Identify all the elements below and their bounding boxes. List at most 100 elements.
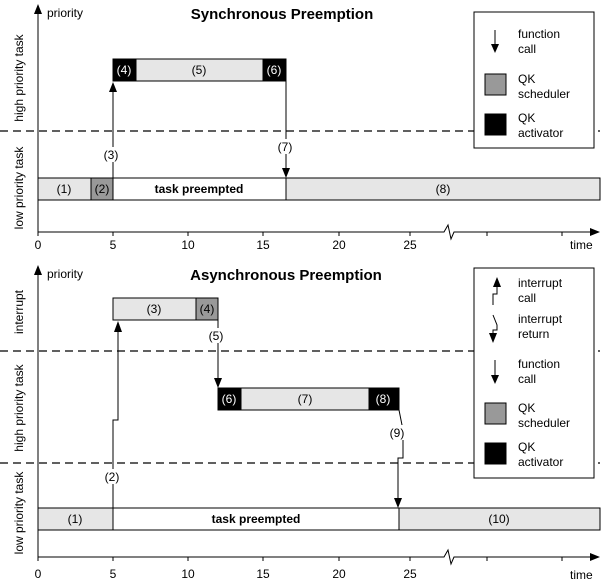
bottom-arrow-2-head [114, 321, 122, 332]
bottom-legend-interrupt-return-line: interrupt [518, 312, 563, 326]
top-x-axis-arrow [590, 228, 600, 236]
bottom-tick-label: 10 [181, 567, 195, 581]
top-legend-function-call-label: function call [518, 27, 560, 56]
bottom-legend-interrupt-return-icon [492, 314, 498, 334]
bottom-box-8-label: (8) [376, 392, 391, 406]
bottom-legend-interrupt-return-label: interrupt return [518, 312, 563, 341]
bottom-legend-activator-line: activator [518, 455, 563, 469]
bottom-box-1-label: (1) [68, 512, 83, 526]
bottom-arrow-2-interrupt-call [112, 330, 119, 508]
bottom-legend-interrupt-return-line: return [518, 327, 549, 341]
bottom-legend-activator-swatch [484, 442, 507, 465]
bottom-tick-label: 0 [35, 567, 42, 581]
synchronous-preemption-diagram: priority time 0 5 10 15 20 25 high prior… [0, 4, 601, 252]
top-step-7-bg [273, 139, 297, 154]
top-x-axis-label: time [570, 238, 593, 252]
top-tick-label: 5 [110, 238, 117, 252]
asynchronous-preemption-diagram: priority time 0 5 10 15 20 25 interrupt … [0, 265, 601, 582]
top-box-6-label: (6) [267, 63, 282, 77]
bottom-arrow-5-head [214, 378, 222, 388]
bottom-tick-label: 5 [110, 567, 117, 581]
top-tick-label: 15 [256, 238, 270, 252]
top-arrow-7-head [282, 168, 290, 178]
bottom-legend-activator-label: QK activator [518, 440, 563, 469]
bottom-tick-label: 20 [332, 567, 346, 581]
bottom-box-10-label: (10) [488, 512, 509, 526]
bottom-step-2-bg [101, 469, 125, 484]
bottom-legend-function-call-line: call [518, 372, 536, 386]
top-step-7-label: (7) [278, 140, 293, 154]
bottom-legend-scheduler-line: QK [518, 401, 535, 415]
bottom-step-9-label: (9) [390, 426, 405, 440]
bottom-box-4-label: (4) [200, 302, 215, 316]
top-legend-scheduler-line: QK [518, 72, 535, 86]
bottom-arrow-9-interrupt-return [397, 409, 404, 500]
bottom-box-4-scheduler [195, 297, 219, 321]
bottom-step-9-bg [385, 425, 409, 440]
top-step-3-bg [101, 147, 125, 162]
top-box-task-preempted-label: task preempted [155, 182, 244, 196]
bottom-y-axis-arrow [34, 265, 42, 275]
bottom-legend-activator-line: QK [518, 440, 535, 454]
bottom-legend-scheduler-line: scheduler [518, 416, 570, 430]
top-tick-label: 0 [35, 238, 42, 252]
top-y-axis-arrow [34, 4, 42, 14]
bottom-legend-function-call-icon-head [491, 375, 499, 384]
top-x-axis-break [440, 223, 458, 241]
bottom-box-8-activator [368, 387, 400, 411]
bottom-box-task-preempted-label: task preempted [212, 512, 301, 526]
bottom-legend-function-call-label: function call [518, 357, 560, 386]
top-box-5-label: (5) [192, 63, 207, 77]
top-y-axis-label: priority [47, 6, 83, 20]
bottom-lane-label-low: low priority task [12, 471, 26, 555]
top-legend-activator-swatch [484, 113, 507, 136]
bottom-step-5-bg [204, 328, 228, 343]
top-box-8-label: (8) [436, 182, 451, 196]
bottom-lane-label-high: high priority task [12, 363, 26, 451]
bottom-arrow-9-head [394, 498, 402, 508]
top-legend-function-call-line: call [518, 42, 536, 56]
top-box-6-activator [262, 58, 287, 82]
bottom-x-axis-label: time [570, 568, 593, 582]
bottom-box-3-label: (3) [147, 302, 162, 316]
top-legend-scheduler-line: scheduler [518, 87, 570, 101]
bottom-legend-interrupt-call-line: call [518, 291, 536, 305]
bottom-ticks [37, 557, 563, 561]
top-legend-scheduler-swatch [484, 73, 507, 96]
top-lane-label-low: low priority task [12, 146, 26, 230]
top-tick-label: 20 [332, 238, 346, 252]
bottom-y-axis-label: priority [47, 267, 83, 281]
bottom-lane-label-interrupt: interrupt [12, 289, 26, 334]
bottom-legend-scheduler-swatch [484, 402, 507, 425]
top-legend-function-call-icon-head [491, 44, 499, 53]
bottom-legend-function-call-line: function [518, 357, 560, 371]
top-ticks [37, 232, 563, 236]
bottom-tick-label: 15 [256, 567, 270, 581]
bottom-title: Asynchronous Preemption [190, 267, 382, 284]
bottom-x-axis-arrow [590, 553, 600, 561]
bottom-legend-scheduler-label: QK scheduler [518, 401, 570, 430]
bottom-x-axis-break [440, 548, 458, 566]
bottom-box-7-label: (7) [298, 392, 313, 406]
top-title: Synchronous Preemption [191, 6, 374, 23]
top-legend-activator-line: QK [518, 111, 535, 125]
bottom-legend-interrupt-call-line: interrupt [518, 276, 563, 290]
top-box-8 [285, 177, 601, 201]
bottom-legend-interrupt-return-icon-head [489, 333, 497, 343]
top-legend-activator-label: QK activator [518, 111, 563, 140]
bottom-legend-interrupt-call-label: interrupt call [518, 276, 563, 305]
bottom-step-5-label: (5) [209, 329, 224, 343]
top-legend-activator-line: activator [518, 126, 563, 140]
top-box-2-label: (2) [95, 182, 110, 196]
top-step-3-label: (3) [104, 148, 119, 162]
bottom-tick-label: 25 [403, 567, 417, 581]
top-legend-function-call-line: function [518, 27, 560, 41]
bottom-step-2-label: (2) [105, 470, 120, 484]
top-arrow-3-head [109, 82, 117, 92]
top-box-1-label: (1) [57, 182, 72, 196]
bottom-legend-interrupt-call-icon [492, 283, 498, 305]
bottom-legend-interrupt-call-icon-head [493, 277, 501, 287]
top-tick-label: 25 [403, 238, 417, 252]
bottom-box-6-label: (6) [222, 392, 237, 406]
